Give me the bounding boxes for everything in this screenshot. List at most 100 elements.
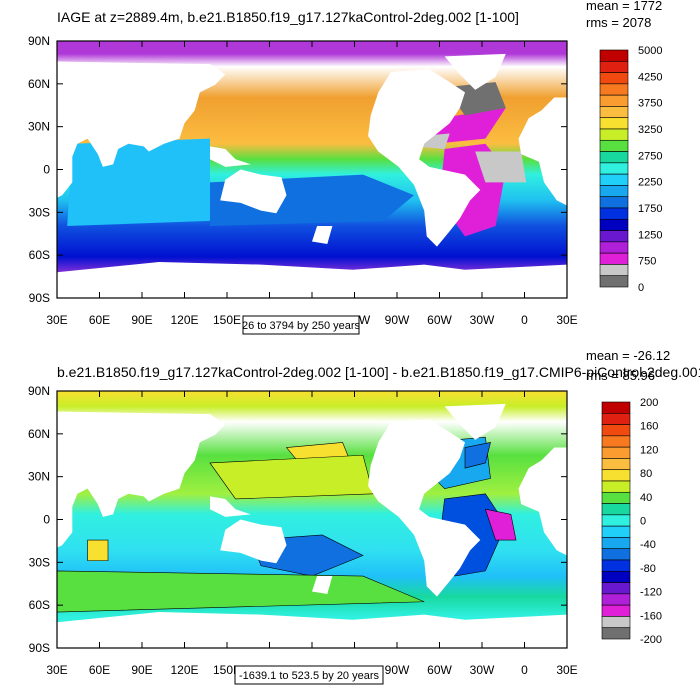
colorbar-swatch <box>601 593 631 606</box>
ocean-region-2 <box>484 508 517 541</box>
colorbar-swatch <box>601 424 631 437</box>
colorbar-swatch <box>601 458 631 471</box>
contour-info-box <box>234 665 384 685</box>
y-tick-label: 30N <box>28 470 50 484</box>
colorbar-label: 0 <box>640 516 646 528</box>
colorbar: 200 160 120 80 40 0 -40 -80 -120 -160 -200 <box>601 397 662 646</box>
land-africa-west <box>518 97 567 206</box>
x-tick-label: 90W <box>385 663 410 677</box>
contour-info: -1639.1 to 523.5 by 20 years <box>234 665 384 685</box>
stat-mean: mean = -26.12 <box>586 348 670 363</box>
land-australia <box>220 519 287 564</box>
y-tick-label: 90N <box>28 34 50 48</box>
colorbar-swatch <box>599 196 629 209</box>
x-tick-label: 150E <box>213 313 241 327</box>
land-maritime <box>210 146 251 167</box>
colorbar-label: 750 <box>638 256 656 268</box>
ocean-region-3 <box>475 151 527 183</box>
colorbar: 5000 4250 3750 3250 2750 2250 1750 1250 750 0 <box>599 45 662 294</box>
x-tick-label: 60W <box>427 313 452 327</box>
colorbar-label: 1750 <box>638 203 662 215</box>
colorbar-swatch <box>601 491 631 504</box>
chart-panel-1: IAGE at z=2889.4m, b.e21.B1850.f19_g17.1… <box>28 0 662 335</box>
colorbar-swatch <box>601 469 631 482</box>
colorbar-label: 160 <box>640 421 658 433</box>
colorbar-label: 120 <box>640 444 658 456</box>
colorbar-label: 0 <box>638 282 644 294</box>
y-tick-label: 60N <box>28 427 50 441</box>
land-antarctica <box>57 262 567 298</box>
colorbar-label: 1250 <box>638 229 662 241</box>
x-tick-label: 0 <box>521 313 528 327</box>
colorbar-label: 3750 <box>638 98 662 110</box>
chart-panel-2: b.e21.B1850.f19_g17.127kaControl-2deg.00… <box>28 348 700 685</box>
x-tick-label: 30W <box>470 313 495 327</box>
land-greenland <box>444 53 506 90</box>
x-tick-label: 30W <box>470 663 495 677</box>
y-tick-label: 60S <box>29 598 50 612</box>
colorbar-swatch <box>601 627 631 640</box>
colorbar-label: -80 <box>640 563 656 575</box>
colorbar-swatch <box>599 49 629 62</box>
y-tick-label: 30N <box>28 120 50 134</box>
land-americas <box>368 69 481 247</box>
colorbar-swatch <box>599 151 629 164</box>
x-tick-label: 30E <box>556 663 577 677</box>
chart-title: b.e21.B1850.f19_g17.127kaControl-2deg.00… <box>57 364 700 380</box>
x-tick-label: 60E <box>89 313 110 327</box>
colorbar-swatch <box>601 582 631 595</box>
x-tick-label: 30E <box>556 313 577 327</box>
colorbar-swatch <box>599 230 629 243</box>
ocean-region-9 <box>87 539 109 561</box>
ocean-field <box>57 41 567 298</box>
y-tick-label: 90S <box>29 291 50 305</box>
x-tick-label: 150E <box>213 663 241 677</box>
colorbar-label: 80 <box>640 468 652 480</box>
colorbar-swatch <box>601 604 631 617</box>
colorbar-swatch <box>599 128 629 141</box>
colorbar-swatch <box>599 106 629 119</box>
contour-info-box <box>242 315 360 335</box>
x-tick-label: 90E <box>131 313 152 327</box>
x-tick-label: 120E <box>170 663 198 677</box>
colorbar-swatch <box>599 117 629 130</box>
y-tick-label: 90N <box>28 384 50 398</box>
x-tick-label: 30E <box>46 313 67 327</box>
x-tick-label: 90W <box>385 313 410 327</box>
colorbar-label: 40 <box>640 492 652 504</box>
colorbar-swatch <box>601 514 631 527</box>
colorbar-swatch <box>601 559 631 572</box>
land-greenland <box>444 403 506 440</box>
colorbar-swatch <box>599 83 629 96</box>
colorbar-swatch <box>599 275 629 288</box>
contour-info-text: 26 to 3794 by 250 years <box>242 320 361 332</box>
land-newzealand <box>312 576 333 595</box>
land-layer <box>57 403 567 648</box>
colorbar-swatch <box>601 480 631 493</box>
y-tick-label: 30S <box>29 205 50 219</box>
land-americas <box>368 419 481 597</box>
colorbar-swatch <box>601 525 631 538</box>
x-tick-label: 60E <box>89 663 110 677</box>
y-tick-label: 30S <box>29 555 50 569</box>
colorbar-swatch <box>599 252 629 265</box>
colorbar-label: -200 <box>640 634 662 646</box>
land-africa-west <box>518 447 567 556</box>
land-antarctica <box>57 612 567 648</box>
x-tick-label: 120E <box>170 313 198 327</box>
ocean-region-6 <box>67 138 210 227</box>
colorbar-swatch <box>601 570 631 583</box>
colorbar-label: 5000 <box>638 45 662 57</box>
x-tick-label: 90E <box>131 663 152 677</box>
colorbar-label: 2250 <box>638 177 662 189</box>
stat-mean: mean = 1772 <box>586 0 662 13</box>
colorbar-swatch <box>599 264 629 277</box>
ocean-region-8 <box>57 570 425 613</box>
land-maritime <box>210 496 251 517</box>
colorbar-swatch <box>601 548 631 561</box>
chart-title: IAGE at z=2889.4m, b.e21.B1850.f19_g17.1… <box>57 9 519 25</box>
colorbar-label: 3250 <box>638 124 662 136</box>
colorbar-label: -120 <box>640 587 662 599</box>
y-tick-label: 60S <box>29 248 50 262</box>
